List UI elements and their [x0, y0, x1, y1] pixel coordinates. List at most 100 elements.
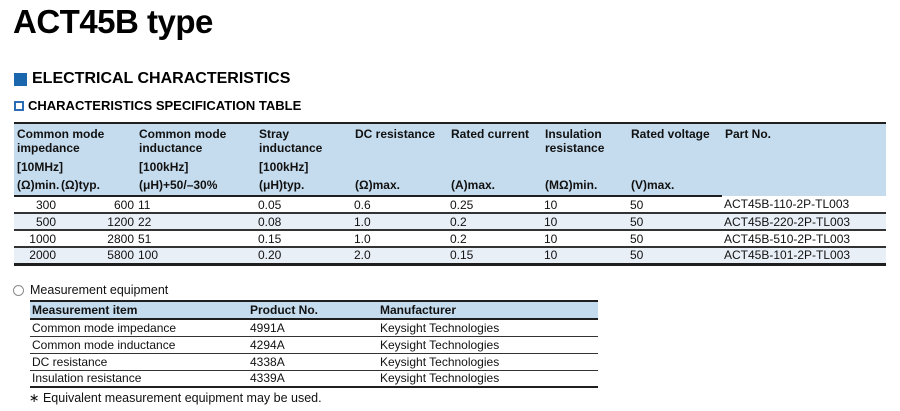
spec-table-row: 2000 5800 100 0.20 2.0 0.15 10 50 ACT45B…: [14, 247, 886, 264]
page-title: ACT45B type: [13, 3, 213, 40]
section-heading-electrical-characteristics: ELECTRICAL CHARACTERISTICS: [14, 70, 290, 88]
header-title: Rated current: [451, 127, 530, 141]
spec-cell: 300: [14, 196, 58, 214]
spec-col-header-insulation-resistance: Insulation resistance: [542, 123, 628, 175]
spec-col-header-dc-resistance: DC resistance: [352, 123, 448, 175]
header-title: DC resistance: [355, 127, 436, 141]
spec-col-header-common-mode-impedance: Common mode impedance [10MHz]: [14, 123, 136, 175]
measurement-row: Common mode inductance 4294A Keysight Te…: [30, 336, 598, 354]
circle-icon: [13, 284, 24, 296]
spec-cell-part-no: ACT45B-110-2P-TL003: [722, 196, 886, 214]
measurement-table: Measurement item Product No. Manufacture…: [30, 300, 598, 388]
spec-cell-part-no: ACT45B-510-2P-TL003: [722, 230, 886, 248]
spec-unit-rated-current: (A)max.: [448, 175, 542, 197]
measurement-cell-product-no: 4294A: [248, 336, 378, 354]
spec-cell: 1000: [14, 230, 58, 248]
measurement-row: Common mode impedance 4991A Keysight Tec…: [30, 319, 598, 337]
measurement-cell-product-no: 4338A: [248, 353, 378, 371]
measurement-cell-item: Common mode impedance: [30, 319, 248, 337]
spec-cell: 2800: [58, 230, 136, 248]
spec-cell: 50: [628, 230, 722, 248]
spec-unit-inductance: (μH)+50/–30%: [136, 175, 256, 197]
spec-cell: 50: [628, 213, 722, 231]
spec-cell: 0.15: [256, 230, 352, 248]
measurement-cell-product-no: 4991A: [248, 319, 378, 337]
spec-cell: 1.0: [352, 213, 448, 231]
measurement-cell-item: Common mode inductance: [30, 336, 248, 354]
header-condition: [100kHz]: [259, 160, 309, 174]
measurement-col-header-product-no: Product No.: [248, 301, 378, 320]
spec-cell: 22: [136, 213, 256, 231]
spec-cell: 2.0: [352, 247, 448, 264]
spec-unit-impedance-min: (Ω)min.: [14, 175, 59, 197]
spec-cell: 10: [542, 230, 628, 248]
spec-cell: 0.20: [256, 247, 352, 264]
spec-cell: 10: [542, 247, 628, 264]
spec-cell: 10: [542, 196, 628, 214]
spec-col-header-rated-current: Rated current: [448, 123, 542, 175]
subsection-heading-label: CHARACTERISTICS SPECIFICATION TABLE: [28, 98, 302, 113]
spec-col-header-stray-inductance: Stray inductance [100kHz]: [256, 123, 352, 175]
spec-unit-stray-inductance: (μH)typ.: [256, 175, 352, 197]
measurement-cell-product-no: 4339A: [248, 370, 378, 387]
spec-cell: 5800: [58, 247, 136, 264]
spec-col-header-common-mode-inductance: Common mode inductance [100kHz]: [136, 123, 256, 175]
spec-cell: 0.2: [448, 230, 542, 248]
spec-cell: 0.25: [448, 196, 542, 214]
spec-unit-dc-resistance: (Ω)max.: [352, 175, 448, 197]
measurement-row: Insulation resistance 4339A Keysight Tec…: [30, 370, 598, 387]
header-title: Part No.: [725, 127, 772, 141]
measurement-col-header-item: Measurement item: [30, 301, 248, 320]
measurement-equipment-label: Measurement equipment: [30, 283, 169, 297]
spec-cell: 0.08: [256, 213, 352, 231]
spec-cell: 1200: [58, 213, 136, 231]
spec-cell: 50: [628, 196, 722, 214]
spec-cell: 0.05: [256, 196, 352, 214]
spec-cell-part-no: ACT45B-220-2P-TL003: [722, 213, 886, 231]
measurement-cell-item: Insulation resistance: [30, 370, 248, 387]
header-condition: [10MHz]: [17, 160, 64, 174]
spec-cell: 600: [58, 196, 136, 214]
spec-col-header-rated-voltage: Rated voltage: [628, 123, 722, 175]
spec-unit-rated-voltage: (V)max.: [628, 175, 722, 197]
spec-unit-impedance-typ: (Ω)typ.: [58, 175, 136, 197]
spec-cell: 0.6: [352, 196, 448, 214]
measurement-cell-item: DC resistance: [30, 353, 248, 371]
spec-cell: 100: [136, 247, 256, 264]
spec-cell: 1.0: [352, 230, 448, 248]
measurement-row: DC resistance 4338A Keysight Technologie…: [30, 353, 598, 371]
header-condition: [100kHz]: [139, 160, 189, 174]
outline-square-icon: [14, 100, 24, 111]
subsection-heading-spec-table: CHARACTERISTICS SPECIFICATION TABLE: [14, 98, 301, 113]
spec-cell: 50: [628, 247, 722, 264]
spec-header-row-titles: Common mode impedance [10MHz] Common mod…: [14, 123, 886, 196]
header-title: Common mode inductance: [139, 127, 227, 155]
measurement-cell-manufacturer: Keysight Technologies: [378, 353, 598, 371]
header-title: Insulation resistance: [545, 127, 605, 155]
equivalent-equipment-footnote: ∗ Equivalent measurement equipment may b…: [29, 391, 322, 405]
measurement-cell-manufacturer: Keysight Technologies: [378, 319, 598, 337]
spec-cell: 51: [136, 230, 256, 248]
spec-table-row: 500 1200 22 0.08 1.0 0.2 10 50 ACT45B-22…: [14, 213, 886, 231]
spec-table-row: 1000 2800 51 0.15 1.0 0.2 10 50 ACT45B-5…: [14, 230, 886, 248]
header-title: Stray inductance: [259, 127, 323, 155]
spec-cell: 500: [14, 213, 58, 231]
spec-table: Common mode impedance [10MHz] Common mod…: [14, 122, 886, 266]
spec-col-header-part-no: Part No.: [722, 123, 886, 196]
measurement-cell-manufacturer: Keysight Technologies: [378, 370, 598, 387]
spec-cell: 0.2: [448, 213, 542, 231]
measurement-col-header-manufacturer: Manufacturer: [378, 301, 598, 320]
spec-table-row: 300 600 11 0.05 0.6 0.25 10 50 ACT45B-11…: [14, 196, 886, 214]
spec-unit-insulation-resistance: (MΩ)min.: [542, 175, 628, 197]
measurement-header-row: Measurement item Product No. Manufacture…: [30, 301, 598, 320]
header-title: Rated voltage: [631, 127, 710, 141]
spec-header-row-units: (Ω)min. (Ω)typ. (μH)+50/–30% (μH)typ. (Ω…: [14, 175, 886, 197]
spec-cell: 10: [542, 213, 628, 231]
measurement-cell-manufacturer: Keysight Technologies: [378, 336, 598, 354]
measurement-equipment-heading: Measurement equipment: [13, 283, 168, 297]
spec-cell-part-no: ACT45B-101-2P-TL003: [722, 247, 886, 264]
spec-cell: 0.15: [448, 247, 542, 264]
section-heading-label: ELECTRICAL CHARACTERISTICS: [32, 70, 291, 87]
header-title: Common mode impedance: [17, 127, 105, 155]
